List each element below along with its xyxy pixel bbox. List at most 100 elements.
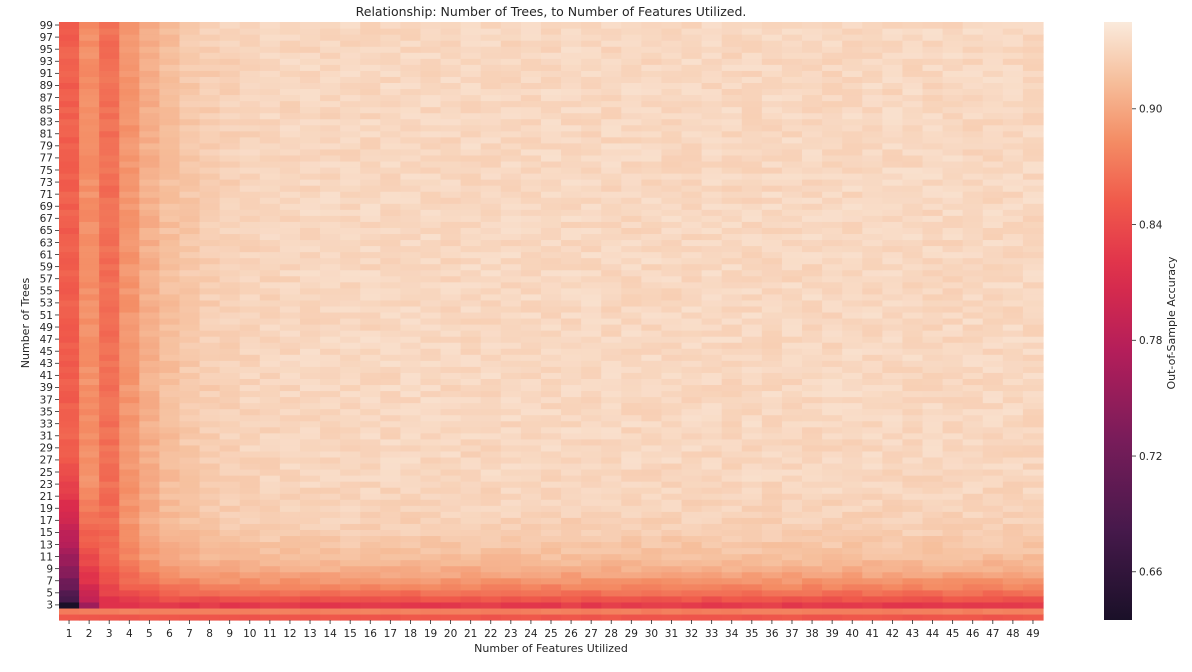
heatmap-cell (79, 125, 100, 132)
heatmap-cell (682, 505, 703, 512)
heatmap-cell (943, 372, 964, 379)
heatmap-cell (300, 499, 321, 506)
heatmap-cell (220, 64, 241, 71)
heatmap-cell (963, 113, 984, 120)
heatmap-cell (762, 149, 783, 156)
heatmap-cell (541, 421, 562, 428)
heatmap-cell (782, 52, 803, 59)
heatmap-cell (300, 457, 321, 464)
heatmap-cell (561, 300, 582, 307)
heatmap-cell (682, 155, 703, 162)
heatmap-cell (782, 602, 803, 609)
heatmap-cell (882, 252, 903, 259)
heatmap-cell (862, 125, 883, 132)
heatmap-cell (822, 58, 843, 65)
heatmap-cell (200, 572, 221, 579)
heatmap-cell (682, 94, 703, 101)
heatmap-cell (923, 209, 944, 216)
heatmap-cell (963, 608, 984, 615)
heatmap-cell (621, 58, 642, 65)
heatmap-cell (882, 52, 903, 59)
heatmap-cell (119, 276, 140, 283)
heatmap-cell (320, 282, 341, 289)
heatmap-cell (1023, 366, 1044, 373)
heatmap-cell (139, 366, 160, 373)
heatmap-cell (682, 378, 703, 385)
heatmap-cell (802, 70, 823, 77)
heatmap-cell (541, 306, 562, 313)
heatmap-cell (300, 46, 321, 53)
heatmap-cell (1003, 270, 1024, 277)
heatmap-cell (541, 40, 562, 47)
heatmap-cell (159, 578, 180, 585)
heatmap-cell (1023, 197, 1044, 204)
heatmap-cell (581, 119, 602, 126)
heatmap-cell (501, 360, 522, 367)
heatmap-cell (441, 403, 462, 410)
heatmap-cell (240, 608, 261, 615)
heatmap-cell (481, 137, 502, 144)
heatmap-cell (1023, 294, 1044, 301)
heatmap-cell (179, 390, 200, 397)
heatmap-cell (923, 457, 944, 464)
heatmap-cell (300, 137, 321, 144)
heatmap-cell (862, 270, 883, 277)
heatmap-cell (280, 354, 301, 361)
heatmap-cell (541, 493, 562, 500)
heatmap-cell (581, 233, 602, 240)
heatmap-cell (842, 457, 863, 464)
heatmap-cell (501, 481, 522, 488)
heatmap-cell (641, 330, 662, 337)
heatmap-cell (59, 541, 80, 548)
heatmap-cell (923, 403, 944, 410)
heatmap-cell (621, 529, 642, 536)
heatmap-cell (240, 300, 261, 307)
heatmap-cell (641, 433, 662, 440)
heatmap-cell (1023, 245, 1044, 252)
heatmap-cell (702, 227, 723, 234)
heatmap-cell (782, 125, 803, 132)
heatmap-cell (420, 572, 441, 579)
heatmap-cell (641, 300, 662, 307)
heatmap-cell (79, 463, 100, 470)
heatmap-cell (300, 602, 321, 609)
heatmap-cell (782, 107, 803, 114)
heatmap-cell (340, 372, 361, 379)
heatmap-cell (340, 101, 361, 108)
heatmap-cell (601, 324, 622, 331)
heatmap-cell (280, 427, 301, 434)
heatmap-cell (300, 421, 321, 428)
heatmap-cell (742, 523, 763, 530)
heatmap-cell (1023, 602, 1044, 609)
heatmap-cell (822, 397, 843, 404)
heatmap-cell (260, 529, 281, 536)
heatmap-cell (420, 397, 441, 404)
heatmap-cell (240, 125, 261, 132)
heatmap-cell (702, 264, 723, 271)
heatmap-cell (862, 433, 883, 440)
heatmap-cell (260, 191, 281, 198)
heatmap-cell (842, 360, 863, 367)
heatmap-cell (842, 282, 863, 289)
heatmap-cell (762, 239, 783, 246)
heatmap-cell (320, 252, 341, 259)
heatmap-cell (742, 397, 763, 404)
heatmap-cell (119, 614, 140, 621)
heatmap-cell (200, 499, 221, 506)
heatmap-cell (260, 221, 281, 228)
heatmap-cell (280, 535, 301, 542)
heatmap-cell (119, 70, 140, 77)
heatmap-cell (842, 505, 863, 512)
heatmap-cell (441, 185, 462, 192)
heatmap-cell (882, 40, 903, 47)
heatmap-cell (360, 143, 381, 150)
heatmap-cell (400, 451, 421, 458)
heatmap-cell (641, 185, 662, 192)
heatmap-cell (661, 264, 682, 271)
heatmap-cell (601, 46, 622, 53)
heatmap-cell (159, 245, 180, 252)
heatmap-cell (862, 149, 883, 156)
heatmap-cell (320, 40, 341, 47)
heatmap-cell (79, 602, 100, 609)
heatmap-cell (521, 572, 542, 579)
